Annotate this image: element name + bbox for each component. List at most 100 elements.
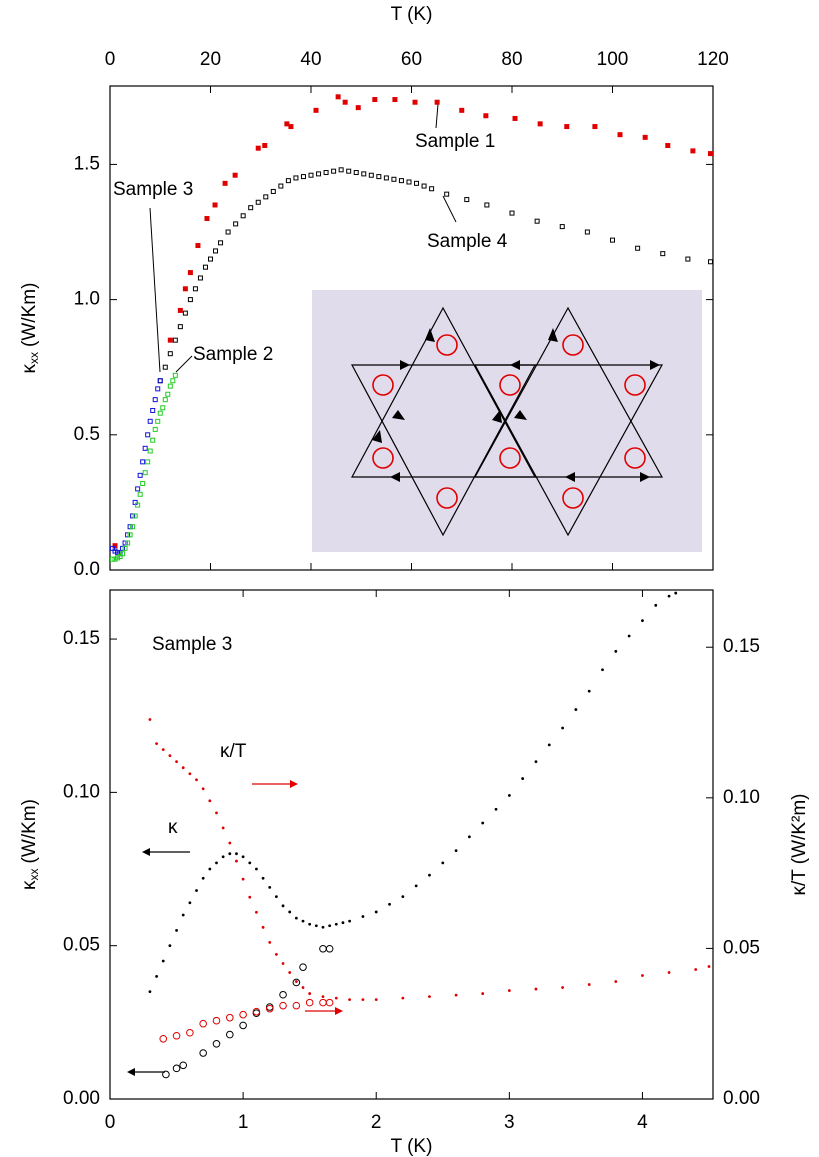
point [175,760,178,764]
point [142,470,148,476]
point [406,179,412,185]
point [383,175,389,181]
point [361,171,367,177]
point [509,210,515,216]
point [521,777,525,780]
point [142,445,148,451]
point [454,849,458,853]
point [117,551,123,557]
point [197,275,203,281]
point [346,168,352,174]
point [140,480,146,486]
point [468,835,471,839]
y-tick-label: 0.5 [74,424,100,445]
point [342,99,348,105]
point [601,668,604,672]
point [368,172,374,178]
point [248,861,252,865]
point [328,924,332,928]
point [288,910,292,914]
y-tick-label: 0.10 [63,781,100,802]
point [226,1030,234,1039]
point [168,944,172,948]
point [281,904,285,908]
point [323,170,329,176]
point [494,807,498,811]
point [308,992,312,995]
point [167,337,173,343]
point [212,1040,221,1048]
point [265,1004,274,1013]
point [115,549,121,555]
point [331,168,337,174]
inset-kagome [312,290,702,552]
point [279,990,287,999]
point [240,213,246,219]
point [274,953,278,956]
point [279,1001,287,1010]
point [135,486,141,492]
point [429,186,435,192]
point [192,286,198,292]
point [547,743,551,747]
point [374,910,378,914]
point [160,405,166,411]
point [559,224,565,230]
point [127,532,133,538]
point [665,142,671,148]
point [376,174,382,180]
y-label-subscript: xx [27,868,41,880]
point [374,998,378,1002]
point [120,545,126,551]
point [201,876,205,880]
point [195,889,198,892]
point [707,151,713,157]
point [707,965,711,968]
y2-tick-label: 0.05 [723,937,760,958]
point [228,841,232,845]
point [152,397,158,403]
point [641,619,644,623]
point [690,148,696,154]
x-tick-label: 0 [105,1112,116,1133]
point [348,998,352,1002]
point [228,852,232,856]
point [218,240,224,246]
series-label: Sample 2 [193,344,273,365]
point [132,513,138,519]
point [537,121,543,127]
point [334,996,338,1000]
point [112,543,118,549]
point [293,175,299,181]
point [325,944,334,953]
point [122,540,128,546]
point [159,1034,168,1043]
y-label-symbol: κ [19,880,40,890]
point [175,928,178,932]
point [584,229,590,235]
point [301,986,305,989]
x-tick-label: 3 [504,1112,515,1133]
y-label-subscript: xx [27,352,41,364]
leader-lines [149,103,457,373]
point [182,310,188,316]
point [348,919,352,923]
point [170,378,176,384]
series-label: Sample 1 [415,131,495,152]
annotation: Sample 3 [152,634,232,655]
series-label: Sample 3 [113,179,193,200]
point [660,251,666,257]
x-tick-label: 40 [300,49,321,70]
point [147,418,153,424]
series-label: Sample 4 [427,231,508,252]
point [372,97,378,103]
point [313,107,319,113]
y-label-unit: (W/Km) [19,799,40,863]
y-tick-label: 1.0 [74,289,100,310]
point [130,524,136,530]
y-label-unit: (W/Km) [19,283,40,347]
point [355,105,361,111]
point [157,378,163,384]
x-tick-label: 20 [200,49,221,70]
point [150,407,156,413]
